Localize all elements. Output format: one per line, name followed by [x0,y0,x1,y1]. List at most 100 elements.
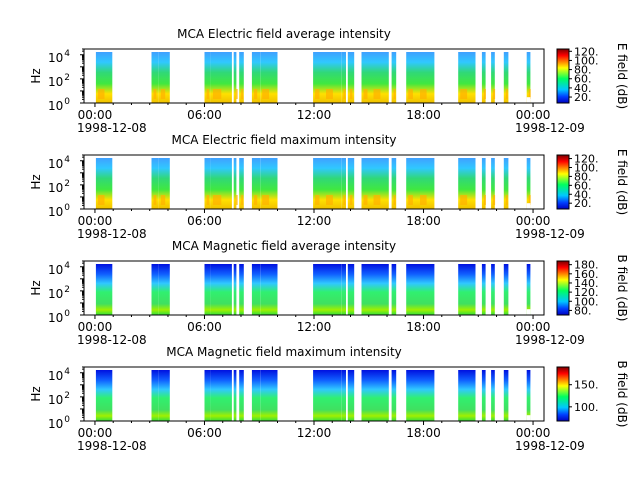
data-segment [260,264,278,315]
colorbar-tick-label: 180. [574,259,599,272]
colorbar-tick-label: 60. [574,73,592,86]
data-segment [233,158,237,209]
data-burst [460,195,468,205]
data-burst [420,195,427,205]
x-tick-label: 00:00 [516,426,551,440]
colorbar-tick-label: 120. [574,153,599,166]
data-segment [347,264,355,315]
data-segment [458,370,476,421]
date-label-start: 1998-12-08 [77,227,147,241]
data-segment [239,52,244,103]
data-segment [526,158,531,209]
panel-1: MCA Electric field average intensity Hz 10… [29,27,629,135]
data-segment [151,52,159,103]
colorbar-tick-label: 20. [574,91,592,104]
data-gap [526,309,531,315]
x-tick-label: 00:00 [78,108,113,122]
data-segment [313,264,325,315]
x-tick-label: 06:00 [187,108,222,122]
data-gap [526,203,531,209]
data-segment [418,370,435,421]
data-burst [160,89,166,99]
y-tick-label: 100 [48,97,70,113]
data-segment [158,264,170,315]
y-tick-label: 104 [48,367,70,383]
panel-title: MCA Magnetic field average intensity [172,239,396,253]
colorbar-tick-label: 60. [574,179,592,192]
data-segment [158,158,170,209]
x-tick-label: 00:00 [516,214,551,228]
data-segment [406,158,419,209]
y-tick-label: 100 [48,309,70,325]
data-burst [241,89,244,99]
date-label-end: 1998-12-09 [515,439,585,453]
data-segment [361,370,372,421]
data-segment [341,370,346,421]
y-tick-label: 102 [48,285,70,301]
data-burst [493,195,496,205]
colorbar-tick-label: 160. [574,268,599,281]
data-burst [349,195,353,205]
data-segment [481,158,486,209]
colorbar-tick-label: 100. [574,54,599,67]
data-burst [235,195,238,205]
x-tick-label: 00:00 [78,426,113,440]
panel-3: MCA Magnetic field average intensity Hz 10… [29,239,629,347]
x-tick-label: 18:00 [406,426,441,440]
data-segment [204,52,211,103]
data-segment [481,52,486,103]
colorbar-tick-label: 40. [574,188,592,201]
x-tick-label: 00:00 [78,320,113,334]
data-segment [406,52,419,103]
data-burst [483,195,486,205]
colorbar [556,48,570,104]
data-segment [481,370,486,421]
x-tick-label: 12:00 [297,426,332,440]
data-burst [408,89,413,99]
data-burst [262,89,270,99]
data-segment [324,264,342,315]
colorbar-tick-label: 100. [574,401,599,414]
colorbar-tick-label: 150. [574,379,599,392]
date-label-end: 1998-12-09 [515,227,585,241]
data-burst [393,89,396,99]
data-burst [493,89,496,99]
data-segment [233,370,237,421]
x-tick-label: 12:00 [297,214,332,228]
colorbar-tick-label: 80. [574,170,592,183]
data-segment [371,264,389,315]
data-burst [212,195,222,205]
colorbar-tick-label: 80. [574,304,592,317]
data-burst [253,89,258,99]
data-segment [324,370,342,421]
data-segment [406,264,419,315]
data-segment [491,158,495,209]
data-segment [251,52,261,103]
data-burst [343,89,346,99]
data-burst [206,89,210,99]
x-tick-label: 06:00 [187,214,222,228]
date-label-start: 1998-12-08 [77,439,147,453]
data-segment [361,158,372,209]
colorbar-label: B field (dB) [615,255,629,322]
data-burst [315,195,320,205]
data-burst [408,195,413,205]
y-tick-label: 100 [48,203,70,219]
data-burst [253,195,258,205]
date-label-start: 1998-12-08 [77,121,147,135]
data-gap [526,415,531,421]
data-burst [212,89,222,99]
data-segment [341,52,346,103]
data-segment [391,158,397,209]
data-segment [313,158,325,209]
y-axis-label: Hz [29,386,43,401]
panel-2: MCA Electric field maximum intensity Hz 10… [29,133,629,241]
x-tick-label: 18:00 [406,108,441,122]
data-segment [418,264,435,315]
data-segment [361,264,372,315]
data-burst [528,195,531,205]
colorbar-label: E field (dB) [615,43,629,109]
x-tick-label: 12:00 [297,320,332,334]
data-segment [503,370,509,421]
